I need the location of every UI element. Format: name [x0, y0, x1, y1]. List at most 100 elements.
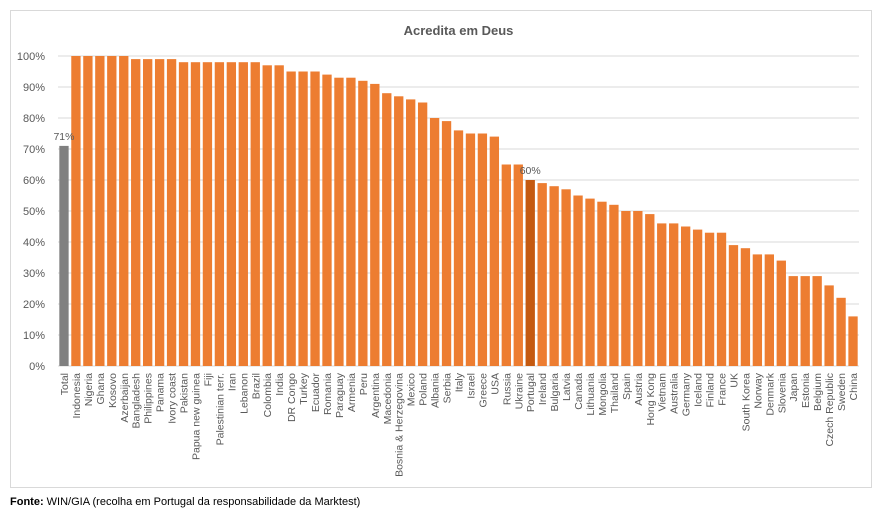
- x-tick-label: Romania: [322, 373, 334, 415]
- x-tick-label: Brazil: [250, 373, 262, 399]
- bar: [692, 229, 703, 366]
- y-tick-label: 30%: [23, 268, 45, 280]
- chart-title: Acredita em Deus: [404, 23, 514, 38]
- x-tick-label: Albania: [430, 373, 442, 408]
- bar: [716, 232, 727, 366]
- source-label: Fonte:: [10, 496, 44, 508]
- y-tick-label: 0%: [29, 361, 45, 373]
- x-tick-label: Mongolia: [597, 373, 609, 416]
- x-tick-label: Colombia: [262, 373, 274, 418]
- y-tick-label: 80%: [23, 113, 45, 125]
- bar: [800, 276, 810, 366]
- bar: [657, 223, 667, 366]
- bar: [334, 77, 344, 366]
- bar: [131, 59, 141, 366]
- x-tick-label: Kosovo: [107, 373, 119, 408]
- x-tick-label: Turkey: [298, 372, 310, 404]
- x-tick-label: Panama: [155, 373, 167, 412]
- bar: [812, 276, 822, 366]
- bar: [537, 183, 547, 366]
- x-tick-label: Ghana: [95, 373, 107, 405]
- bar: [214, 62, 225, 366]
- bar: [382, 93, 392, 366]
- bar: [190, 62, 201, 366]
- x-tick-label: Slovenia: [776, 373, 788, 413]
- bar: [298, 71, 308, 366]
- bar: [501, 164, 511, 366]
- y-tick-label: 100%: [17, 51, 45, 63]
- x-tick-label: Nigeria: [83, 373, 95, 406]
- bar: [417, 102, 428, 366]
- chart-area: Acredita em Deus 0% 10% 20% 30% 40% 50% 60% 70% 8…: [10, 10, 872, 488]
- bar: [119, 56, 129, 366]
- bar: [286, 71, 296, 366]
- bar: [621, 211, 631, 366]
- bar: [764, 254, 774, 366]
- x-tick-label: Austria: [633, 373, 645, 406]
- x-tick-label: Mexico: [406, 373, 418, 406]
- x-tick-label: Australia: [669, 373, 681, 414]
- x-tick-label: Palestinian terr.: [214, 373, 226, 445]
- bar: [633, 211, 643, 366]
- y-tick-label: 60%: [23, 175, 45, 187]
- x-tick-label: India: [274, 373, 286, 396]
- bar: [59, 145, 69, 366]
- x-tick-label: Latvia: [561, 373, 573, 401]
- bar: [728, 245, 739, 366]
- bar: [83, 56, 93, 366]
- bar: [680, 226, 691, 366]
- bar: [776, 260, 786, 366]
- x-tick-label: Belgium: [812, 373, 824, 411]
- x-tick-label: Greece: [477, 373, 489, 408]
- bar: [202, 62, 213, 366]
- x-tick-label: Lithuania: [585, 373, 597, 416]
- bar: [740, 248, 751, 366]
- x-tick-label: France: [717, 373, 729, 406]
- x-tick-label: Italy: [454, 372, 466, 392]
- bar: [95, 56, 105, 366]
- bar: [262, 65, 272, 367]
- x-tick-label: Azerbaijan: [119, 373, 131, 423]
- x-tick-label: Iran: [226, 373, 238, 391]
- x-tick-label: Norway: [752, 372, 764, 408]
- y-tick-label: 10%: [23, 330, 45, 342]
- data-label: 60%: [520, 165, 541, 177]
- x-tick-label: Lebanon: [238, 373, 250, 414]
- bar: [752, 254, 763, 366]
- x-tick-label: USA: [489, 373, 501, 395]
- bar: [71, 56, 81, 366]
- x-tick-label: Philippines: [143, 373, 155, 424]
- x-tick-label: Pakistan: [179, 373, 191, 413]
- bar: [669, 223, 679, 366]
- x-tick-label: Macedonia: [382, 373, 394, 425]
- source-text: WIN/GIA (recolha em Portugal da responsa…: [46, 496, 361, 508]
- bar: [489, 136, 500, 366]
- x-tick-label: Spain: [621, 373, 633, 400]
- bar: [441, 121, 452, 366]
- x-tick-label: DR Congo: [286, 373, 298, 422]
- x-tick-label: Argentina: [370, 373, 382, 418]
- x-tick-label: Bangladesh: [131, 373, 143, 429]
- bar: [274, 65, 284, 367]
- bar: [585, 198, 595, 366]
- x-tick-label: Israel: [465, 373, 477, 399]
- bar: [597, 201, 607, 366]
- x-tick-label: Serbia: [442, 373, 454, 404]
- x-tick-label: Paraguay: [334, 372, 346, 418]
- x-tick-label: Ivory coast: [167, 373, 179, 424]
- x-tick-label: Bulgaria: [549, 373, 561, 412]
- x-tick-label: Japan: [788, 373, 800, 402]
- x-tick-label: Ireland: [537, 373, 549, 405]
- x-tick-label: UK: [728, 373, 740, 388]
- x-tick-label: Portugal: [525, 373, 537, 412]
- x-tick-label: Denmark: [764, 372, 776, 415]
- x-tick-label: Czech Republic: [824, 373, 836, 447]
- bar: [465, 133, 476, 366]
- x-tick-label: Armenia: [346, 373, 358, 412]
- x-tick-label: Fiji: [202, 373, 214, 386]
- y-tick-label: 50%: [23, 206, 45, 218]
- bar: [238, 62, 248, 366]
- bar: [848, 316, 858, 366]
- x-tick-label: Ecuador: [310, 372, 322, 412]
- bar: [561, 189, 571, 366]
